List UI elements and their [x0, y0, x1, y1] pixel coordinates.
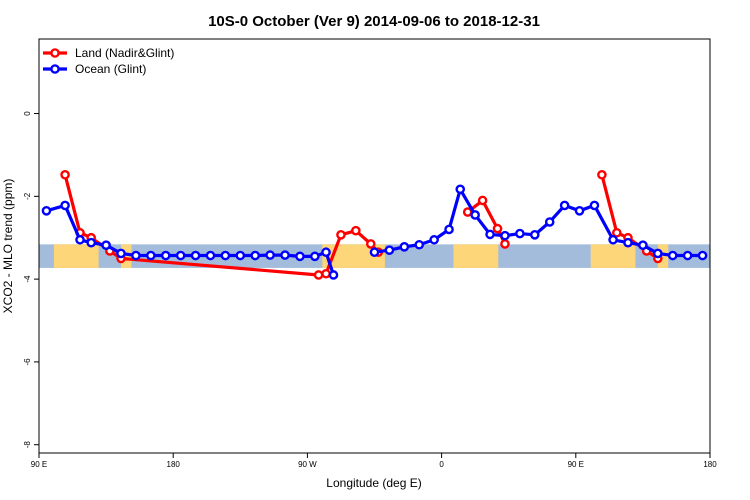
y-tick-label: 0 [23, 111, 32, 116]
data-point [559, 200, 570, 211]
data-point [41, 206, 52, 216]
data-point [544, 217, 555, 227]
land-segment [322, 244, 385, 268]
data-point [336, 230, 346, 240]
series-group [41, 184, 708, 280]
data-point [160, 250, 171, 261]
legend: Land (Nadir&Glint) Ocean (Glint) [43, 46, 174, 76]
series-layer [41, 169, 708, 280]
x-tick-label: 90 E [31, 460, 47, 469]
land-segment [657, 244, 669, 268]
y-tick-label: -2 [23, 192, 32, 200]
data-point [250, 250, 261, 261]
data-point [597, 169, 607, 180]
data-point [414, 239, 425, 250]
land-segment [453, 244, 499, 268]
chart-title: 10S-0 October (Ver 9) 2014-09-06 to 2018… [208, 13, 540, 30]
plot-frame [38, 38, 711, 454]
x-tick-label: 0 [439, 460, 444, 469]
legend-swatch-point [50, 48, 60, 58]
data-point [500, 230, 510, 241]
data-point [589, 200, 600, 211]
data-point [638, 240, 648, 250]
data-point [280, 250, 290, 260]
data-point [86, 237, 96, 248]
data-point [477, 195, 488, 206]
data-point [321, 268, 331, 279]
data-point [682, 250, 693, 261]
data-point [574, 206, 585, 216]
legend-label: Ocean (Glint) [75, 62, 146, 76]
y-axis-label: XCO2 - MLO trend (ppm) [1, 179, 15, 314]
data-point [60, 200, 70, 211]
data-point [369, 247, 380, 258]
data-point [313, 270, 324, 280]
data-point [101, 240, 111, 250]
y-axis: 0 -2 -4 -6 -8 [23, 111, 39, 449]
land-segment [590, 244, 636, 268]
x-axis-label: Longitude (deg E) [326, 476, 421, 490]
data-point [310, 251, 320, 262]
data-point [608, 234, 618, 245]
data-point [623, 237, 633, 248]
data-point [529, 230, 540, 240]
data-point [462, 207, 473, 217]
data-point [265, 250, 275, 260]
data-point [175, 250, 186, 261]
data-point [500, 239, 510, 249]
data-point [515, 228, 525, 239]
data-point [131, 250, 141, 261]
data-point [653, 248, 663, 259]
x-tick-label: 180 [703, 460, 717, 469]
data-point [190, 250, 201, 261]
data-point [205, 250, 216, 261]
data-point [667, 250, 678, 261]
data-point [75, 234, 85, 245]
data-point [444, 224, 454, 235]
data-point [365, 239, 376, 249]
x-tick-label: 90 W [298, 460, 317, 469]
data-point [220, 250, 231, 261]
data-point [470, 210, 480, 220]
data-point [235, 250, 246, 261]
data-point [60, 169, 70, 180]
data-point [146, 250, 156, 261]
y-tick-label: -4 [23, 275, 32, 283]
data-point [116, 248, 126, 259]
data-point [429, 234, 439, 245]
data-point [492, 223, 503, 234]
data-point [612, 227, 622, 238]
x-tick-label: 90 E [568, 460, 584, 469]
data-point [295, 251, 305, 262]
y-tick-label: -6 [23, 358, 32, 366]
y-tick-label: -8 [23, 441, 32, 449]
data-point [384, 245, 395, 255]
x-axis: 90 E 180 90 W 0 90 E 180 [31, 453, 717, 469]
land-segment [121, 244, 132, 268]
data-point [455, 184, 466, 195]
data-point [321, 247, 331, 258]
data-point [485, 229, 495, 240]
data-point [328, 270, 339, 280]
data-point [399, 242, 410, 252]
data-point [697, 250, 708, 261]
x-tick-label: 180 [167, 460, 181, 469]
legend-swatch-point [50, 64, 60, 74]
data-point [351, 225, 361, 236]
legend-label: Land (Nadir&Glint) [75, 46, 174, 60]
land-segment [53, 244, 99, 268]
